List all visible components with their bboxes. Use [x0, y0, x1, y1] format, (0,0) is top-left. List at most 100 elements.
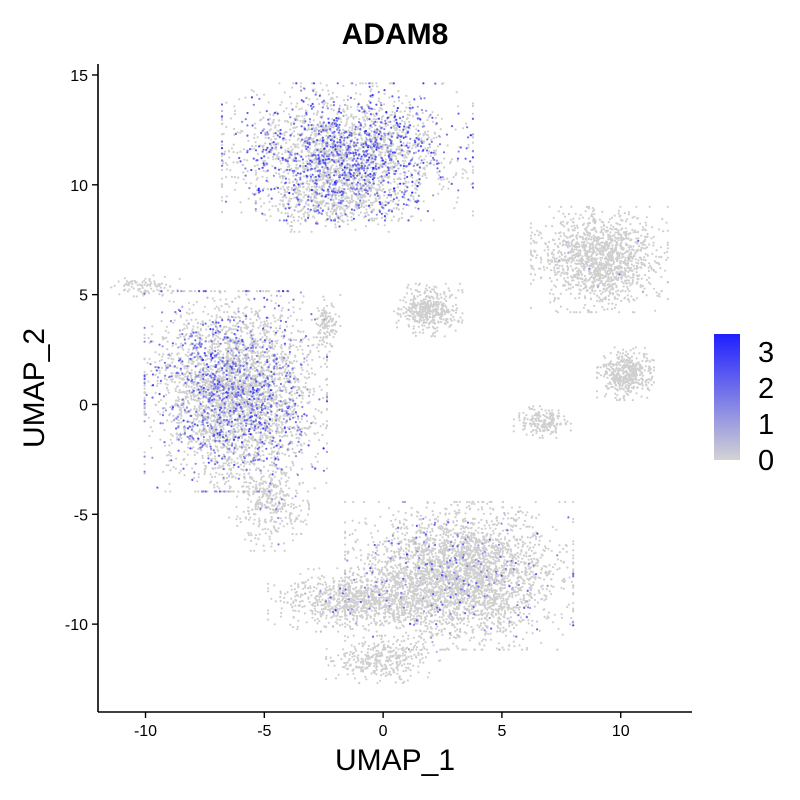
data-point [365, 184, 369, 188]
data-point [421, 175, 424, 178]
data-point [215, 413, 218, 416]
data-point [315, 113, 318, 116]
data-point [235, 358, 238, 361]
data-point [320, 388, 323, 391]
data-point [292, 306, 295, 309]
data-point [261, 445, 264, 448]
data-point [246, 332, 249, 335]
data-point [263, 331, 266, 334]
data-point [308, 188, 311, 191]
data-point [246, 408, 249, 411]
data-point [404, 154, 407, 157]
data-point [206, 451, 209, 454]
data-point [202, 438, 205, 441]
data-point [383, 194, 386, 197]
data-point [370, 120, 373, 123]
data-point [226, 303, 229, 306]
data-point [185, 324, 188, 327]
data-point [414, 182, 417, 185]
data-point [359, 82, 362, 85]
data-point [267, 290, 270, 293]
data-point [291, 86, 294, 89]
data-point [319, 133, 322, 136]
data-point [173, 381, 177, 384]
data-point [192, 430, 195, 433]
data-point [232, 161, 235, 164]
data-point [151, 325, 154, 328]
data-point [292, 344, 295, 347]
data-point [170, 372, 173, 375]
data-point [316, 452, 320, 455]
data-point [319, 200, 322, 203]
data-point [443, 166, 446, 169]
data-point [329, 104, 333, 107]
data-point [307, 427, 310, 430]
data-point [283, 377, 286, 380]
data-point [335, 173, 338, 176]
data-point [195, 440, 198, 443]
data-point [185, 463, 188, 466]
data-point [426, 134, 430, 137]
data-point [208, 386, 211, 389]
data-point [312, 159, 315, 162]
data-point [163, 428, 166, 432]
data-point [245, 323, 248, 327]
data-point [291, 325, 294, 328]
data-point [325, 393, 329, 396]
data-point [205, 366, 208, 369]
data-point [243, 431, 246, 434]
data-point [347, 116, 350, 119]
data-point [269, 117, 272, 120]
data-point [360, 206, 363, 209]
data-point [188, 290, 191, 293]
data-point [205, 336, 208, 339]
data-point [236, 379, 239, 382]
data-point [361, 204, 364, 207]
data-point [230, 175, 233, 178]
data-point [268, 452, 271, 456]
data-point [306, 490, 309, 493]
data-point [348, 183, 351, 186]
data-point [224, 462, 227, 465]
data-point [186, 311, 189, 314]
data-point [143, 451, 146, 454]
data-point [282, 203, 285, 206]
data-point [275, 148, 278, 151]
data-point [370, 184, 373, 187]
data-point [230, 461, 233, 464]
data-point [228, 363, 231, 366]
data-point [254, 351, 257, 354]
data-point [258, 357, 261, 360]
data-point [238, 473, 241, 476]
data-point [390, 154, 393, 157]
data-point [441, 188, 444, 191]
data-point [169, 452, 172, 455]
data-point [220, 143, 224, 147]
data-point [187, 348, 190, 351]
data-point [228, 328, 231, 331]
data-point [261, 413, 264, 416]
data-point [216, 481, 219, 484]
data-point [471, 214, 474, 217]
data-point [352, 181, 355, 184]
data-point [373, 200, 376, 203]
data-point [427, 147, 430, 150]
data-point [288, 181, 291, 184]
data-point [312, 112, 316, 115]
data-point [225, 356, 228, 359]
data-point [397, 208, 401, 211]
data-point [275, 404, 278, 408]
data-point [150, 333, 153, 336]
data-point [395, 207, 398, 210]
data-point [403, 144, 406, 147]
data-point [266, 151, 269, 154]
data-point [325, 153, 329, 156]
data-point [347, 205, 350, 208]
data-point [278, 82, 281, 85]
data-point [443, 157, 446, 160]
data-point [228, 305, 231, 308]
data-point [222, 382, 225, 385]
data-point [277, 318, 280, 322]
data-point [275, 342, 278, 345]
data-point [185, 319, 188, 322]
